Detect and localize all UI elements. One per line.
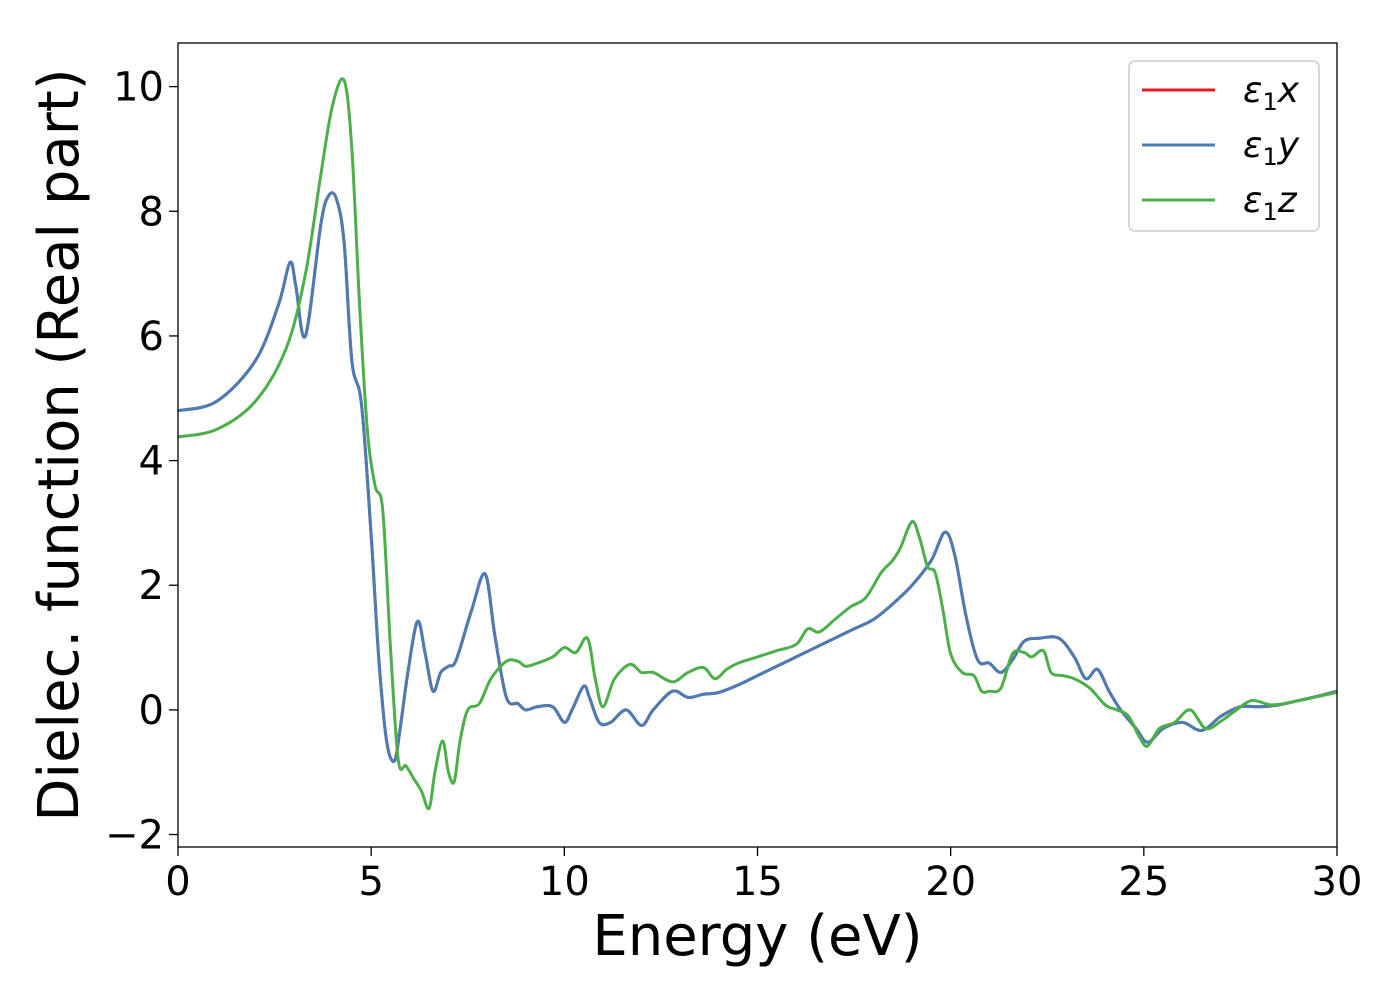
y-tick-label: 10 [113, 65, 164, 111]
x-tick-label: 5 [358, 859, 383, 905]
y-axis-ticks: −2 0 2 4 6 8 10 [105, 65, 178, 859]
legend: ε1x ε1y ε1z [1128, 60, 1320, 232]
x-tick-label: 25 [1118, 859, 1169, 905]
x-axis-label: Energy (eV) [592, 904, 922, 969]
x-tick-label: 10 [539, 859, 590, 905]
x-tick-label: 20 [925, 859, 976, 905]
legend-box [1128, 60, 1320, 232]
series-layer [178, 77, 1337, 811]
x-tick-label: 0 [165, 859, 190, 905]
y-tick-label: 4 [139, 439, 164, 485]
y-tick-label: −2 [105, 813, 164, 859]
series-line-3 [178, 77, 1337, 811]
y-axis-label: Dielec. function (Real part) [27, 68, 92, 821]
legend-label: ε1x [1243, 70, 1300, 116]
y-tick-label: 8 [139, 189, 164, 235]
y-tick-label: 0 [139, 688, 164, 734]
x-tick-label: 30 [1312, 859, 1363, 905]
series-line-2 [178, 191, 1337, 763]
legend-label: ε1z [1243, 180, 1298, 226]
x-tick-label: 15 [732, 859, 783, 905]
legend-label: ε1y [1243, 125, 1300, 171]
y-tick-label: 6 [139, 314, 164, 360]
y-tick-label: 2 [139, 563, 164, 609]
x-axis-ticks: 0 5 10 15 20 25 30 [165, 847, 1362, 905]
